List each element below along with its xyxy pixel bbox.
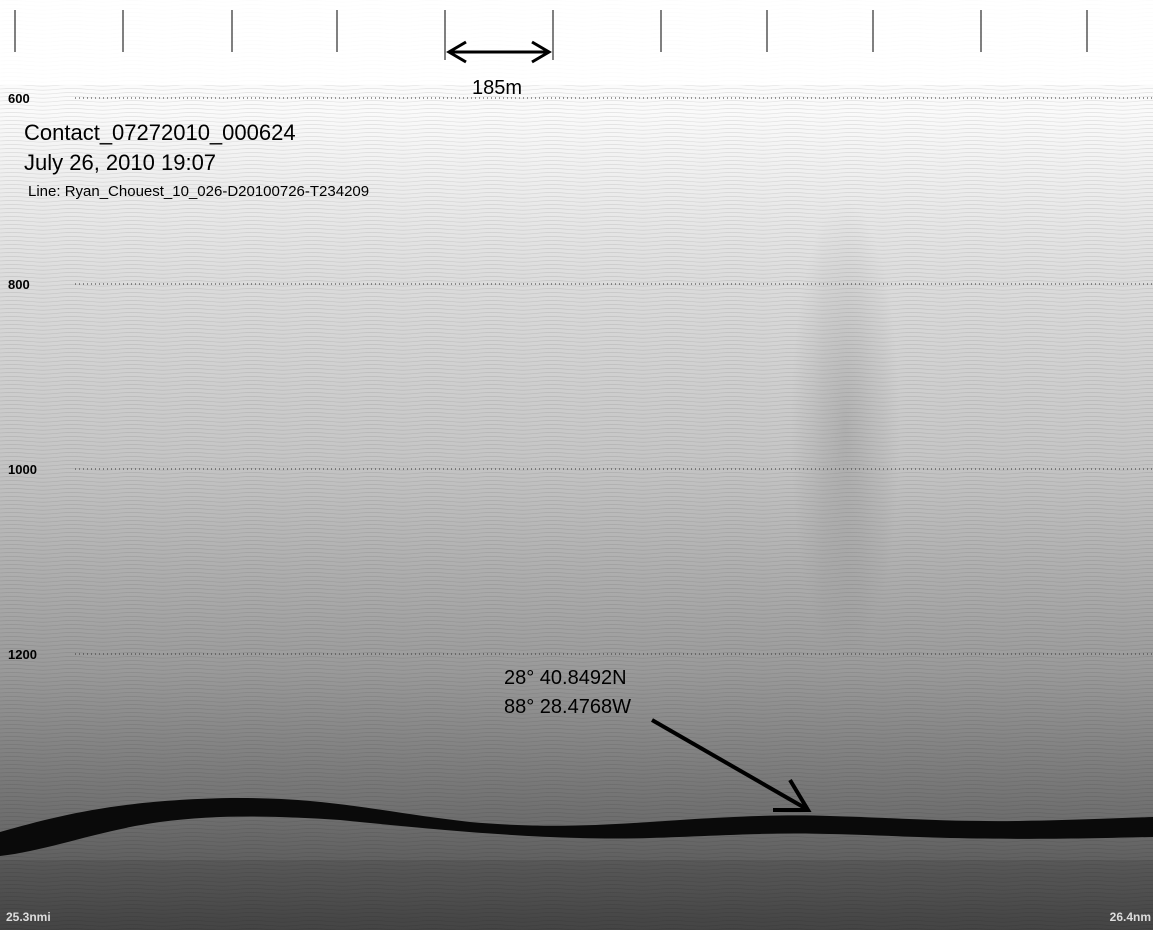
longitude: 88° 28.4768W bbox=[504, 696, 631, 718]
range-start: 25.3nmi bbox=[6, 910, 51, 924]
latitude: 28° 40.8492N bbox=[504, 667, 627, 689]
scale-ticks bbox=[14, 10, 1088, 60]
depth-label: 1200 bbox=[8, 647, 37, 662]
scale-label: 185m bbox=[472, 77, 522, 99]
seabed bbox=[0, 797, 1153, 856]
datetime: July 26, 2010 19:07 bbox=[24, 150, 216, 175]
sub-bottom bbox=[0, 860, 1153, 930]
contact-id: Contact_07272010_000624 bbox=[24, 120, 296, 145]
depth-label: 1000 bbox=[8, 462, 37, 477]
scale-strip bbox=[0, 0, 1153, 85]
range-end: 26.4nm bbox=[1110, 910, 1151, 924]
scale-arrow bbox=[446, 40, 552, 64]
plume bbox=[790, 200, 900, 660]
depth-label: 800 bbox=[8, 277, 30, 292]
depth-label: 600 bbox=[8, 91, 30, 106]
line-name: Line: Ryan_Chouest_10_026-D20100726-T234… bbox=[28, 183, 369, 200]
pointer-arrow bbox=[651, 718, 812, 812]
